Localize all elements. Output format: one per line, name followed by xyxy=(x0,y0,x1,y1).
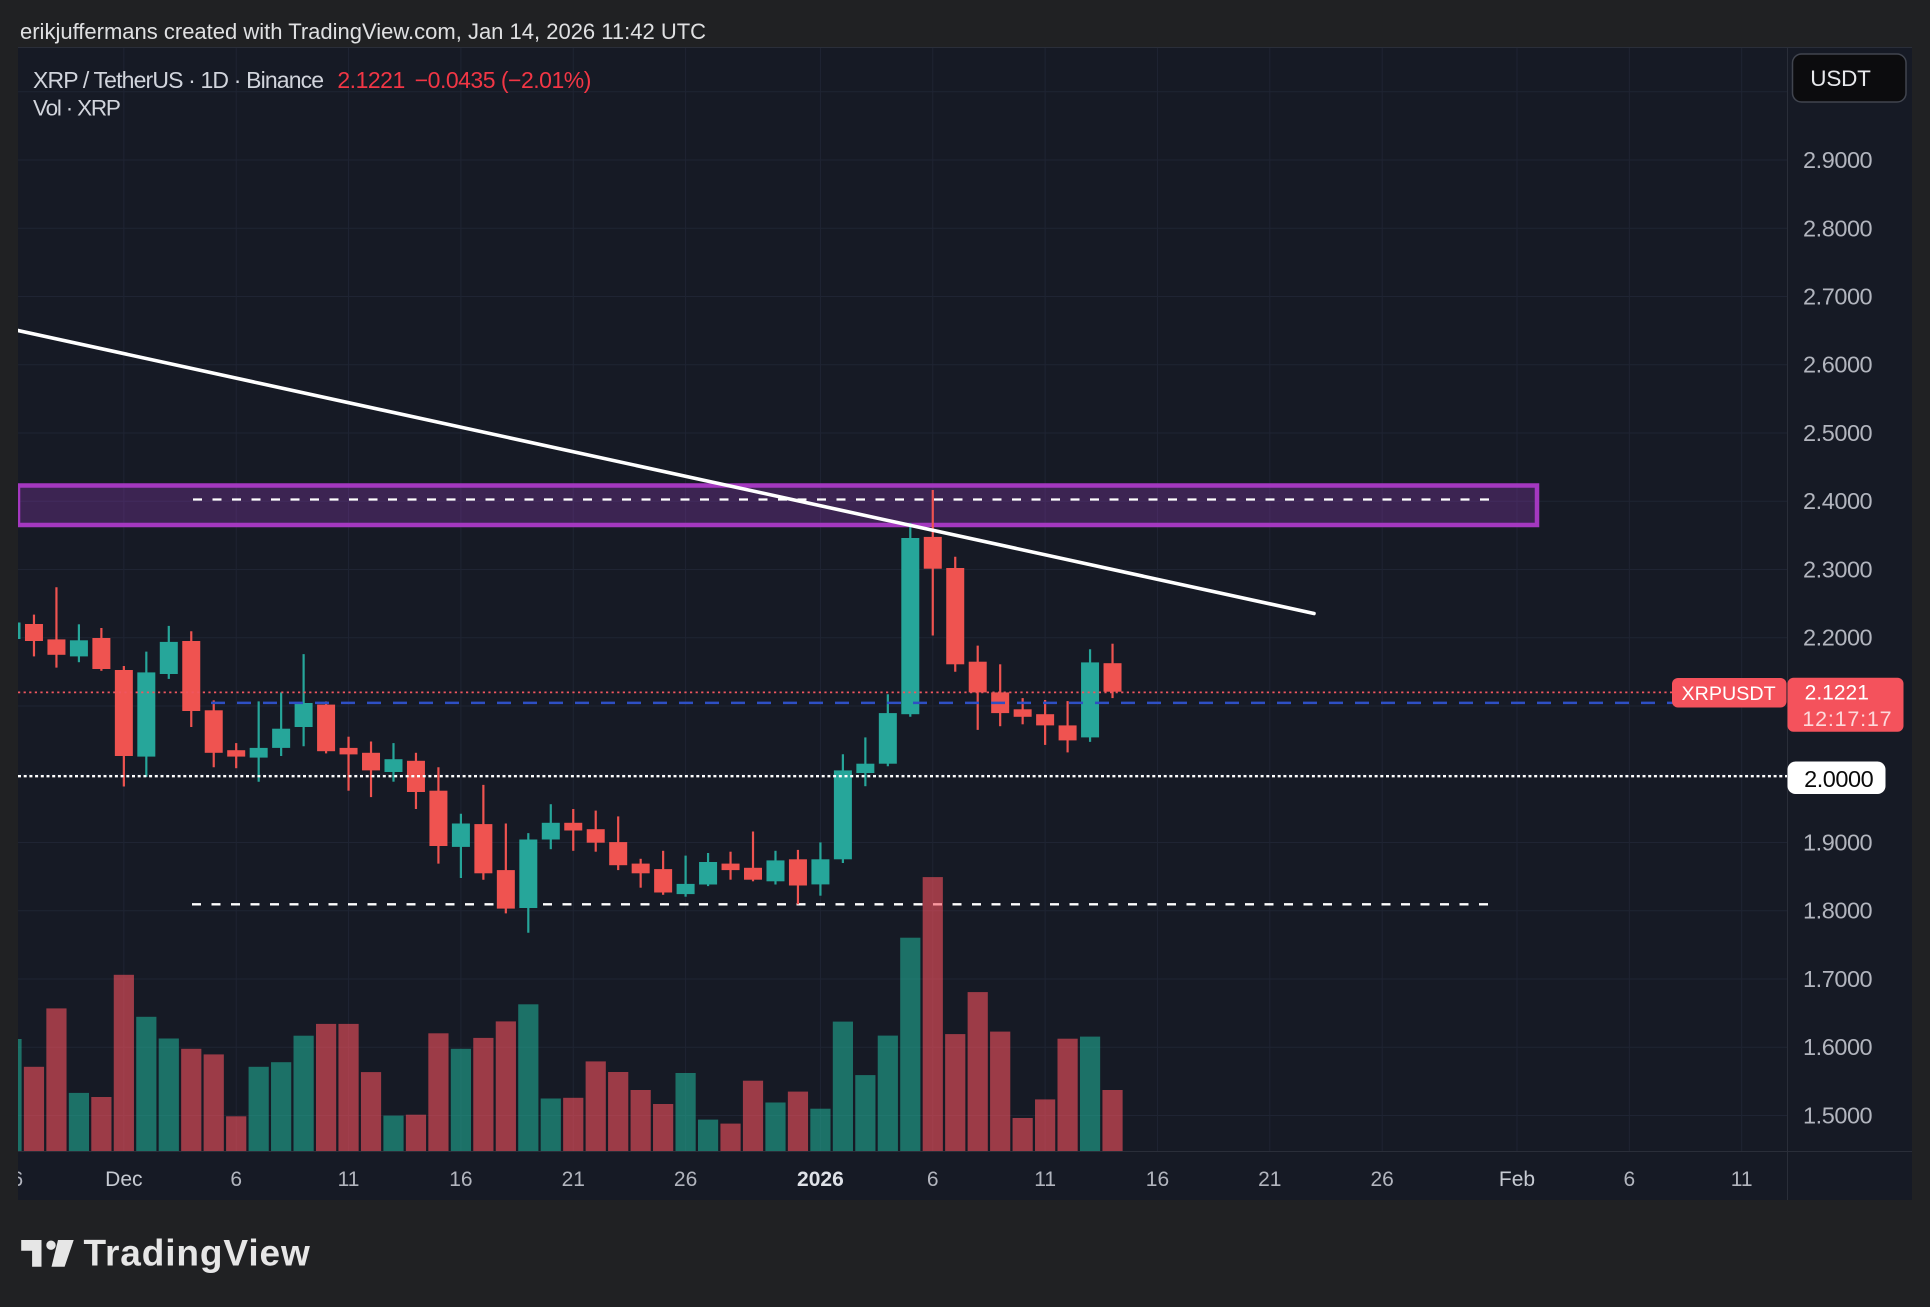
svg-text:TradingView: TradingView xyxy=(84,1233,311,1274)
svg-text:26: 26 xyxy=(674,1168,697,1191)
svg-text:2.9000: 2.9000 xyxy=(1803,147,1873,173)
svg-text:Dec: Dec xyxy=(105,1168,142,1191)
svg-text:2.8000: 2.8000 xyxy=(1803,215,1873,241)
svg-text:2.5000: 2.5000 xyxy=(1803,420,1873,446)
svg-text:21: 21 xyxy=(1258,1168,1281,1191)
svg-text:1.9000: 1.9000 xyxy=(1803,830,1873,856)
svg-text:USDT: USDT xyxy=(1810,66,1871,91)
svg-text:1.6000: 1.6000 xyxy=(1803,1034,1873,1060)
svg-text:2.1221 −0.0435 (−2.01%): 2.1221 −0.0435 (−2.01%) xyxy=(337,67,590,93)
svg-text:2.4000: 2.4000 xyxy=(1803,488,1873,514)
svg-text:Feb: Feb xyxy=(1499,1168,1535,1191)
svg-text:Vol · XRP: Vol · XRP xyxy=(33,96,120,121)
svg-text:2.3000: 2.3000 xyxy=(1803,557,1873,583)
svg-text:6: 6 xyxy=(230,1168,242,1191)
svg-text:26: 26 xyxy=(0,1168,23,1191)
svg-text:XRP / TetherUS · 1D · Binance: XRP / TetherUS · 1D · Binance xyxy=(33,67,323,93)
svg-text:1.8000: 1.8000 xyxy=(1803,898,1873,924)
svg-text:12:17:17: 12:17:17 xyxy=(1802,707,1892,731)
svg-text:1.5000: 1.5000 xyxy=(1803,1103,1873,1129)
svg-text:11: 11 xyxy=(1034,1168,1056,1191)
svg-text:2.6000: 2.6000 xyxy=(1803,352,1873,378)
svg-text:6: 6 xyxy=(927,1168,939,1191)
svg-text:1.7000: 1.7000 xyxy=(1803,966,1873,992)
svg-text:11: 11 xyxy=(338,1168,360,1191)
svg-text:11: 11 xyxy=(1731,1168,1753,1191)
svg-text:2026: 2026 xyxy=(797,1168,844,1191)
svg-text:2.2000: 2.2000 xyxy=(1803,625,1873,651)
svg-text:6: 6 xyxy=(1623,1168,1635,1191)
svg-text:XRPUSDT: XRPUSDT xyxy=(1682,683,1776,705)
svg-text:2.7000: 2.7000 xyxy=(1803,284,1873,310)
svg-text:erikjuffermans created with Tr: erikjuffermans created with TradingView.… xyxy=(20,19,706,44)
svg-text:21: 21 xyxy=(562,1168,585,1191)
svg-text:16: 16 xyxy=(449,1168,472,1191)
svg-text:2.1221: 2.1221 xyxy=(1805,682,1869,705)
svg-text:26: 26 xyxy=(1370,1168,1393,1191)
svg-text:2.0000: 2.0000 xyxy=(1804,766,1874,792)
svg-text:16: 16 xyxy=(1146,1168,1169,1191)
